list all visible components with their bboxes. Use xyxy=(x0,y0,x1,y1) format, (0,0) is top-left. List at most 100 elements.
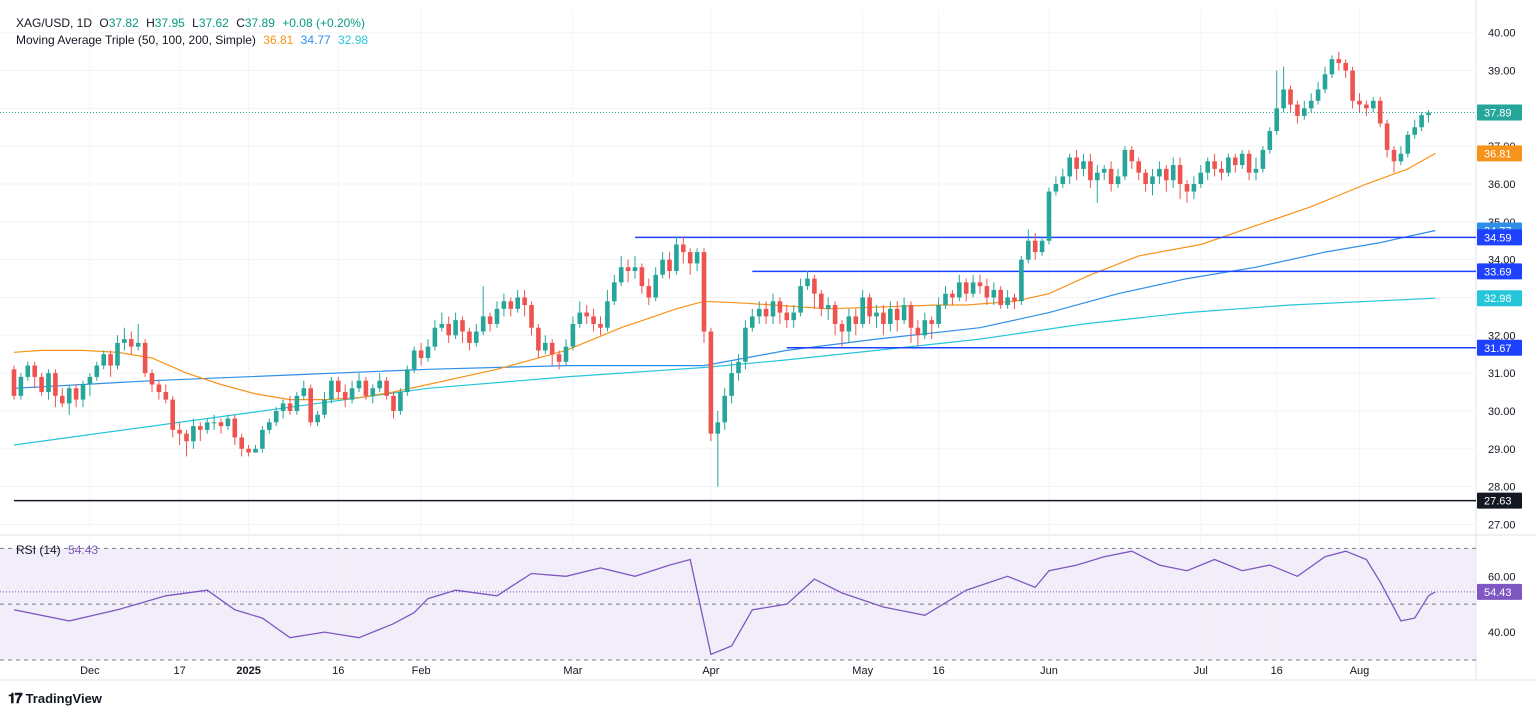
candle-body xyxy=(1329,59,1335,75)
candle-body xyxy=(25,365,31,377)
candle-body xyxy=(605,301,610,328)
candle-body xyxy=(1019,259,1024,302)
candle-body xyxy=(18,376,24,396)
time-tick-label: Apr xyxy=(702,665,719,677)
ma50-line xyxy=(13,152,1436,401)
candle-body xyxy=(901,305,907,321)
candle-body xyxy=(1157,168,1162,177)
tradingview-brand[interactable]: 𝟏𝟕 TradingView xyxy=(8,690,102,707)
candle-body xyxy=(1426,112,1431,116)
candle-body xyxy=(301,388,307,396)
candle-body xyxy=(584,312,589,317)
ma200-value: 32.98 xyxy=(338,33,369,47)
candle-body xyxy=(87,376,93,385)
candle-body xyxy=(1012,297,1017,302)
candle-body xyxy=(625,267,631,271)
candle-body xyxy=(1267,131,1273,150)
rsi-tick-label: 60.00 xyxy=(1488,571,1516,583)
candle-body xyxy=(1412,127,1417,135)
candle-body xyxy=(66,388,72,404)
candle-body xyxy=(1350,70,1355,101)
candle-body xyxy=(846,316,852,332)
candle-body xyxy=(791,312,796,321)
candle-body xyxy=(115,342,120,366)
price-label: 33.69 xyxy=(1484,266,1512,278)
candle-body xyxy=(598,323,603,328)
candle-body xyxy=(1053,184,1059,192)
candle-body xyxy=(370,388,376,396)
price-label-box xyxy=(1477,229,1522,246)
candle-body xyxy=(894,308,900,321)
candle-body xyxy=(39,376,44,393)
candle-body xyxy=(108,354,113,366)
candle-body xyxy=(1129,149,1135,162)
time-tick-label: 16 xyxy=(932,665,944,677)
candle-body xyxy=(349,388,355,400)
candle-body xyxy=(439,323,445,328)
candle-body xyxy=(522,297,527,306)
candle-body xyxy=(1067,157,1072,177)
candle-body xyxy=(888,308,893,324)
candle-body xyxy=(715,422,721,434)
candle-body xyxy=(149,373,155,385)
candle-body xyxy=(425,346,431,358)
candle-body xyxy=(515,297,520,309)
candle-body xyxy=(446,323,451,336)
candle-body xyxy=(936,305,941,324)
candle-body xyxy=(1233,157,1238,166)
time-tick-label: Jul xyxy=(1194,665,1208,677)
tradingview-logo-icon: 𝟏𝟕 xyxy=(8,690,23,706)
ma-legend: Moving Average Triple (50, 100, 200, Sim… xyxy=(16,33,372,47)
close-label: C xyxy=(236,16,245,30)
price-label: 27.63 xyxy=(1484,496,1512,508)
candle-body xyxy=(915,327,921,336)
candle-body xyxy=(570,323,576,347)
rsi-last-label: 54.43 xyxy=(1484,587,1512,599)
candle-body xyxy=(998,289,1003,306)
candle-body xyxy=(1164,168,1169,181)
candle-body xyxy=(881,312,886,324)
ma100-value: 34.77 xyxy=(300,33,331,47)
candle-body xyxy=(308,388,313,423)
candle-body xyxy=(694,252,700,264)
candle-body xyxy=(1260,149,1266,169)
candle-body xyxy=(294,395,300,411)
candle-body xyxy=(722,395,727,423)
candle-body xyxy=(1184,184,1190,192)
price-label-box xyxy=(1477,290,1522,307)
time-tick-label: 2025 xyxy=(236,665,260,677)
time-tick-label: Mar xyxy=(563,665,582,677)
candle-body xyxy=(1288,89,1293,105)
candle-body xyxy=(156,384,162,393)
candle-body xyxy=(1198,172,1204,184)
candle-body xyxy=(46,373,51,393)
price-tick-label: 36.00 xyxy=(1488,179,1516,191)
candle-body xyxy=(681,244,686,253)
rsi-legend: RSI (14) 54.43 xyxy=(16,543,102,557)
candle-body xyxy=(1315,89,1321,101)
candle-body xyxy=(536,327,541,351)
candle-body xyxy=(708,331,714,434)
time-tick-label: Aug xyxy=(1350,665,1370,677)
candle-body xyxy=(122,339,127,343)
candle-body xyxy=(701,252,707,332)
candle-body xyxy=(1191,184,1197,192)
price-tick-label: 29.00 xyxy=(1488,444,1516,456)
close-value: 37.89 xyxy=(244,16,275,30)
candle-body xyxy=(660,259,665,275)
candle-body xyxy=(1405,134,1411,154)
price-tick-label: 28.00 xyxy=(1488,482,1516,494)
candle-body xyxy=(474,331,479,343)
candle-body xyxy=(784,312,790,321)
candle-body xyxy=(94,365,100,377)
candle-body xyxy=(467,331,472,343)
rsi-pane xyxy=(0,547,1476,661)
candle-body xyxy=(480,316,486,332)
price-tick-label: 32.00 xyxy=(1488,330,1516,342)
candle-body xyxy=(411,350,417,370)
candle-body xyxy=(750,316,755,328)
symbol-label: XAG/USD, 1D xyxy=(16,16,93,30)
candle-body xyxy=(1039,240,1045,253)
candle-body xyxy=(770,301,776,317)
